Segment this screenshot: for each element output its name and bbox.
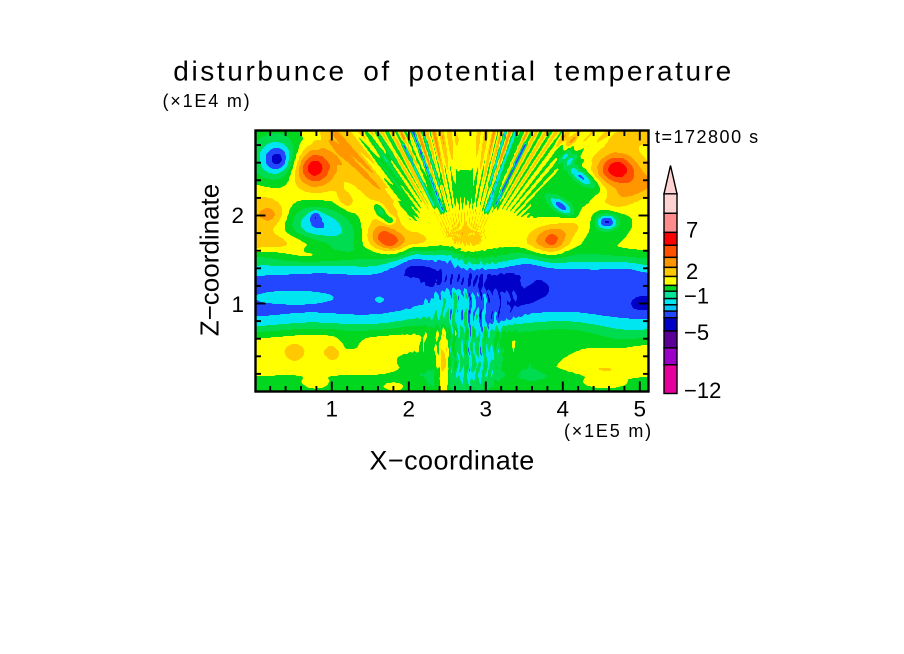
svg-text:3: 3 — [480, 397, 493, 422]
svg-text:(×1E4 m): (×1E4 m) — [163, 91, 252, 111]
svg-text:(×1E5 m): (×1E5 m) — [564, 421, 653, 441]
svg-text:1: 1 — [326, 397, 339, 422]
svg-text:−12: −12 — [684, 378, 721, 403]
svg-text:X−coordinate: X−coordinate — [369, 446, 534, 476]
svg-text:5: 5 — [634, 397, 647, 422]
svg-text:1: 1 — [231, 292, 244, 317]
svg-text:2: 2 — [231, 203, 244, 228]
svg-text:7: 7 — [686, 217, 698, 242]
svg-text:−1: −1 — [684, 283, 709, 308]
svg-text:t=172800 s: t=172800 s — [655, 127, 760, 147]
svg-text:4: 4 — [557, 397, 570, 422]
svg-text:−5: −5 — [684, 320, 709, 345]
svg-text:2: 2 — [403, 397, 416, 422]
svg-text:Z−coordinate: Z−coordinate — [194, 184, 224, 336]
svg-text:disturbunce of potential tempe: disturbunce of potential temperature — [173, 56, 733, 87]
svg-text:2: 2 — [686, 259, 698, 284]
